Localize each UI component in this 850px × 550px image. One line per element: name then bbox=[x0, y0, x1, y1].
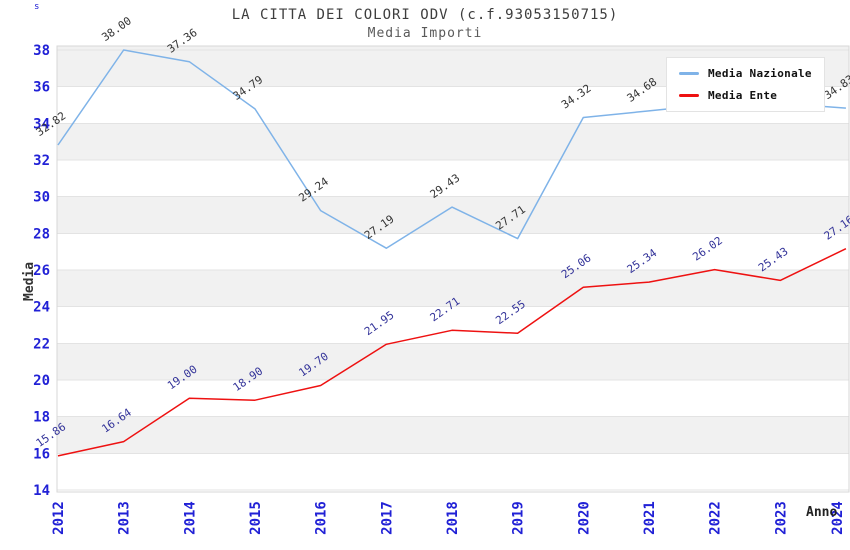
x-tick-label: 2024 bbox=[830, 501, 846, 535]
y-tick-label: 22 bbox=[33, 336, 50, 352]
watermark-glyph: s bbox=[34, 2, 40, 12]
legend-swatch-blue-line-icon bbox=[679, 72, 699, 75]
x-tick-label: 2020 bbox=[576, 501, 592, 535]
series-line-media-ente bbox=[57, 248, 847, 457]
plot-border bbox=[56, 45, 850, 493]
y-tick-label: 36 bbox=[33, 80, 50, 96]
y-tick-label: 30 bbox=[33, 190, 50, 206]
legend: Media Nazionale Media Ente bbox=[666, 57, 825, 112]
bands bbox=[57, 46, 849, 454]
x-tick-label: 2022 bbox=[708, 501, 724, 535]
y-tick-label: 16 bbox=[33, 446, 50, 462]
y-tick-label: 38 bbox=[33, 43, 50, 59]
x-axis-title: Anno bbox=[806, 505, 838, 520]
point-label-media-ente: 21.95 bbox=[362, 309, 397, 339]
x-tick-label: 2018 bbox=[445, 501, 461, 535]
y-tick-label: 18 bbox=[33, 410, 50, 426]
point-label-media-ente: 26.02 bbox=[690, 234, 725, 264]
chart-subtitle: Media Importi bbox=[367, 26, 483, 41]
y-tick-label: 28 bbox=[33, 226, 50, 242]
x-tick-label: 2012 bbox=[51, 501, 67, 535]
gridlines bbox=[57, 49, 849, 491]
x-tick-label: 2019 bbox=[511, 501, 527, 535]
point-label-media-nazionale: 38.00 bbox=[99, 14, 134, 44]
y-tick-label: 34 bbox=[33, 116, 50, 132]
gray-band bbox=[57, 270, 849, 307]
x-tick-labels: 2012 2013 2014 2015 2016 2017 2018 2019 2020 2021… bbox=[51, 501, 846, 535]
x-tick-label: 2013 bbox=[117, 501, 133, 535]
y-tick-label: 32 bbox=[33, 153, 50, 169]
x-tick-label: 2015 bbox=[248, 501, 264, 535]
x-tick-label: 2017 bbox=[379, 501, 395, 535]
gray-band bbox=[57, 123, 849, 160]
legend-swatch-red-line-icon bbox=[679, 94, 699, 97]
gray-band bbox=[57, 196, 849, 234]
gray-band bbox=[57, 343, 849, 380]
legend-label: Media Ente bbox=[708, 89, 778, 102]
y-tick-label: 24 bbox=[33, 300, 50, 316]
y-tick-label: 20 bbox=[33, 373, 50, 389]
x-tick-label: 2014 bbox=[182, 501, 198, 535]
legend-label: Media Nazionale bbox=[708, 67, 812, 80]
y-tick-label: 14 bbox=[33, 483, 50, 499]
legend-item-media-nazionale: Media Nazionale bbox=[679, 67, 812, 80]
gray-band bbox=[57, 416, 849, 454]
x-tick-label: 2016 bbox=[314, 501, 330, 535]
y-tick-label: 26 bbox=[33, 263, 50, 279]
x-tick-label: 2023 bbox=[773, 501, 789, 535]
y-axis-title: Media bbox=[22, 261, 37, 301]
y-tick-labels: 38 36 34 32 30 28 26 24 22 20 18 16 14 bbox=[33, 43, 50, 499]
x-tick-label: 2021 bbox=[642, 501, 658, 535]
chart-title: LA CITTA DEI COLORI ODV (c.f.93053150715… bbox=[231, 7, 619, 23]
legend-item-media-ente: Media Ente bbox=[679, 89, 812, 102]
